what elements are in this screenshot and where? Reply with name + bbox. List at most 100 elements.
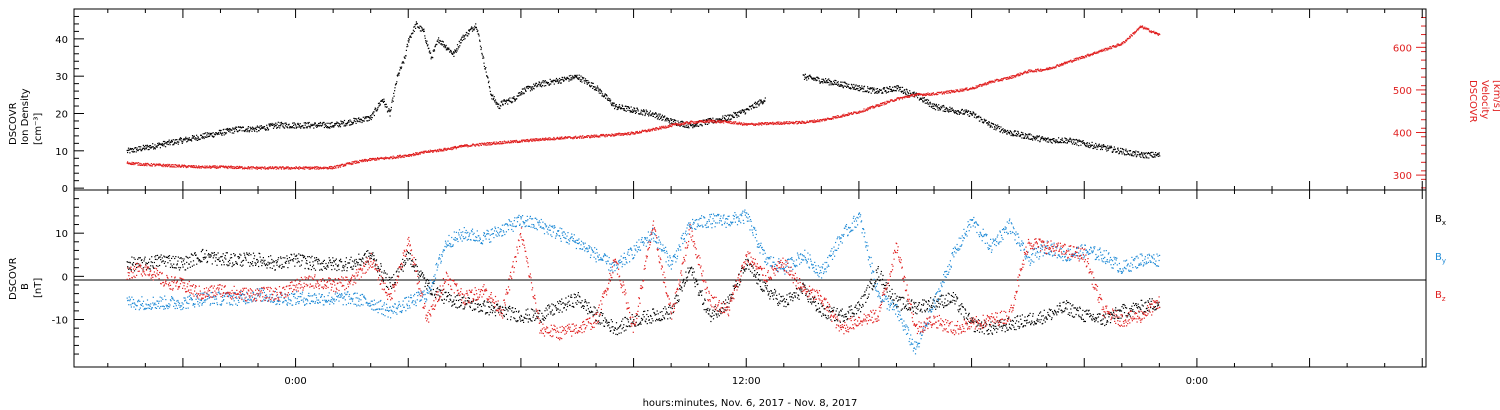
velocity-point (443, 150, 445, 152)
density-point (740, 112, 742, 114)
bx-point (311, 255, 313, 257)
bx-point (158, 256, 160, 258)
velocity-point (617, 133, 619, 135)
density-point (162, 145, 164, 147)
bx-point (287, 260, 289, 262)
velocity-point (305, 166, 308, 168)
density-point (978, 115, 980, 117)
density-point (312, 123, 314, 125)
velocity-point (164, 166, 166, 168)
density-point (448, 48, 450, 50)
velocity-point (688, 123, 690, 125)
velocity-point (814, 121, 816, 123)
velocity-point (1114, 46, 1116, 48)
density-point (1010, 134, 1012, 137)
density-point (1009, 133, 1011, 135)
velocity-point (326, 167, 328, 169)
velocity-point (213, 165, 216, 167)
density-point (658, 113, 660, 115)
density-point (939, 109, 941, 111)
velocity-point (634, 132, 637, 134)
velocity-point (541, 138, 543, 140)
density-point (591, 85, 593, 87)
density-point (308, 121, 310, 124)
density-point (573, 78, 575, 80)
velocity-point (1092, 53, 1094, 55)
velocity-point (192, 165, 194, 167)
velocity-point (947, 92, 949, 94)
bx-point (127, 261, 129, 263)
velocity-point (961, 90, 963, 92)
bx-point (248, 254, 250, 256)
velocity-point (1008, 76, 1010, 78)
bx-point (196, 263, 198, 265)
velocity-point (788, 123, 790, 125)
density-point (303, 122, 305, 124)
velocity-point (244, 166, 246, 168)
density-point (755, 102, 757, 104)
bx-point (228, 259, 231, 261)
density-point (923, 100, 925, 102)
bx-point (164, 261, 166, 263)
density-point (175, 139, 177, 141)
density-point (822, 78, 824, 80)
density-point (390, 106, 392, 109)
velocity-point (368, 159, 370, 161)
velocity-point (402, 155, 404, 157)
density-point (228, 129, 230, 131)
velocity-point (523, 139, 525, 141)
velocity-point (1135, 30, 1137, 32)
velocity-point (289, 167, 291, 169)
velocity-point (708, 119, 710, 121)
velocity-point (955, 91, 957, 93)
density-point (305, 122, 307, 124)
density-point (968, 110, 970, 112)
bx-point (282, 257, 284, 259)
velocity-point (926, 93, 928, 95)
velocity-point (833, 116, 835, 118)
density-point (162, 143, 164, 145)
density-point (368, 116, 370, 118)
bx-point (212, 257, 214, 259)
velocity-point (226, 166, 228, 168)
density-point (931, 106, 933, 108)
density-point (487, 77, 489, 79)
velocity-point (490, 144, 492, 146)
velocity-point (1065, 62, 1067, 64)
velocity-point (930, 94, 932, 96)
velocity-point (999, 79, 1001, 82)
velocity-point (287, 166, 289, 168)
density-point (689, 123, 691, 125)
velocity-point (768, 123, 770, 125)
density-point (1024, 135, 1026, 137)
velocity-point (308, 168, 310, 170)
velocity-point (563, 136, 566, 138)
density-point (634, 110, 636, 112)
velocity-point (589, 136, 591, 138)
density-point (135, 147, 137, 149)
density-point (901, 86, 904, 88)
density-point (212, 132, 214, 134)
density-point (1036, 138, 1038, 140)
density-point (195, 137, 197, 139)
density-point (581, 76, 583, 78)
density-point (1053, 140, 1055, 142)
velocity-point (168, 165, 170, 167)
density-point (491, 98, 493, 100)
density-point (1012, 135, 1014, 137)
velocity-point (164, 164, 166, 166)
density-point (217, 132, 220, 134)
velocity-point (556, 136, 558, 138)
velocity-point (876, 105, 878, 107)
density-point (1059, 141, 1061, 143)
velocity-point (923, 93, 925, 95)
velocity-point (161, 165, 163, 167)
velocity-point (662, 127, 664, 129)
velocity-point (569, 136, 571, 138)
density-point (881, 91, 883, 93)
density-point (161, 143, 163, 146)
density-point (1061, 137, 1063, 139)
velocity-point (836, 115, 838, 117)
velocity-point (843, 113, 845, 115)
density-point (821, 78, 823, 80)
